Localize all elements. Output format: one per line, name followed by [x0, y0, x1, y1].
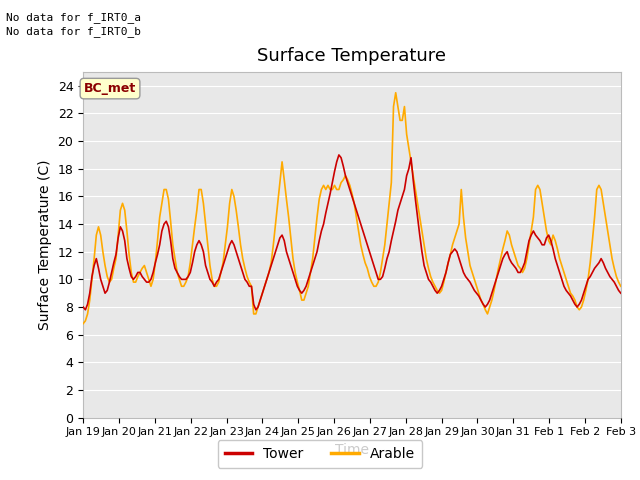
Legend: Tower, Arable: Tower, Arable [218, 440, 422, 468]
Y-axis label: Surface Temperature (C): Surface Temperature (C) [38, 159, 52, 330]
Text: No data for f_IRT0_a: No data for f_IRT0_a [6, 12, 141, 23]
Title: Surface Temperature: Surface Temperature [257, 47, 447, 65]
Text: BC_met: BC_met [84, 82, 136, 95]
Text: No data for f_IRT0_b: No data for f_IRT0_b [6, 26, 141, 37]
X-axis label: Time: Time [335, 443, 369, 457]
